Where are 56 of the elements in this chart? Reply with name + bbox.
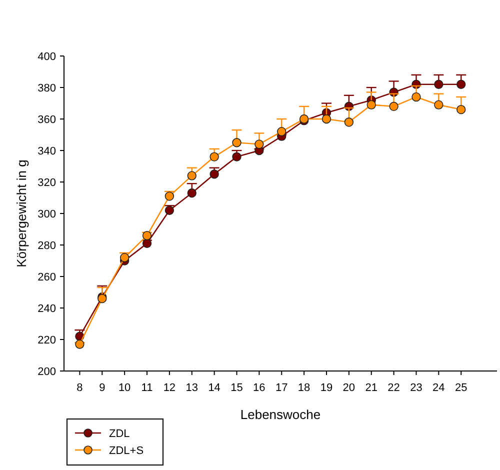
point [232, 138, 242, 148]
point [254, 140, 264, 149]
point [412, 92, 421, 102]
x-tick-label: 8 [76, 382, 83, 394]
y-tick-label: 360 [38, 114, 56, 126]
legend-label: ZDL+S [109, 444, 144, 457]
x-tick-label: 11 [141, 382, 153, 394]
x-tick-label: 25 [454, 382, 468, 394]
y-tick-label: 320 [38, 176, 56, 189]
x-tick-label: 17 [275, 382, 288, 394]
point [232, 152, 242, 162]
point [277, 127, 286, 136]
y-tick-label: 200 [38, 366, 56, 378]
point [210, 170, 219, 179]
x-tick-label: 20 [342, 382, 356, 394]
x-tick-label: 18 [298, 382, 310, 394]
y-axis-title: Körpergewicht in g [14, 160, 29, 268]
x-tick-label: 23 [410, 382, 422, 394]
y-tick-label: 340 [38, 145, 56, 158]
y-tick-label: 300 [38, 208, 56, 220]
point [187, 171, 196, 180]
x-tick-label: 16 [253, 382, 266, 394]
x-tick-label: 22 [388, 382, 400, 394]
point [120, 253, 130, 262]
y-tick-label: 260 [38, 271, 56, 284]
x-tick-label: 10 [118, 382, 131, 394]
y-tick-label: 280 [38, 240, 56, 252]
point [366, 100, 376, 110]
x-tick-label: 13 [186, 382, 198, 394]
x-tick-label: 15 [230, 382, 243, 394]
y-tick-label: 240 [38, 302, 56, 315]
point [164, 192, 174, 201]
point [164, 206, 174, 215]
y-tick-label: 220 [38, 334, 56, 346]
point [389, 102, 398, 111]
x-tick-label: 14 [208, 382, 220, 394]
point [434, 80, 444, 89]
x-tick-label: 12 [163, 382, 176, 394]
point [434, 100, 444, 110]
point [75, 340, 84, 349]
point [187, 188, 196, 198]
point [344, 118, 354, 127]
point [456, 104, 466, 114]
point [142, 230, 152, 240]
y-tick-label: 400 [38, 50, 56, 63]
x-axis-title: Lebenswoche [240, 407, 321, 422]
x-tick-label: 19 [320, 382, 333, 394]
point [456, 80, 466, 89]
x-tick-label: 21 [365, 382, 378, 394]
x-tick-label: 24 [432, 382, 445, 394]
y-tick-label: 380 [38, 82, 56, 94]
point [322, 114, 332, 124]
legend-label: ZDL [109, 428, 130, 440]
point [142, 238, 152, 248]
point [210, 152, 219, 162]
x-tick-label: 9 [99, 382, 106, 394]
